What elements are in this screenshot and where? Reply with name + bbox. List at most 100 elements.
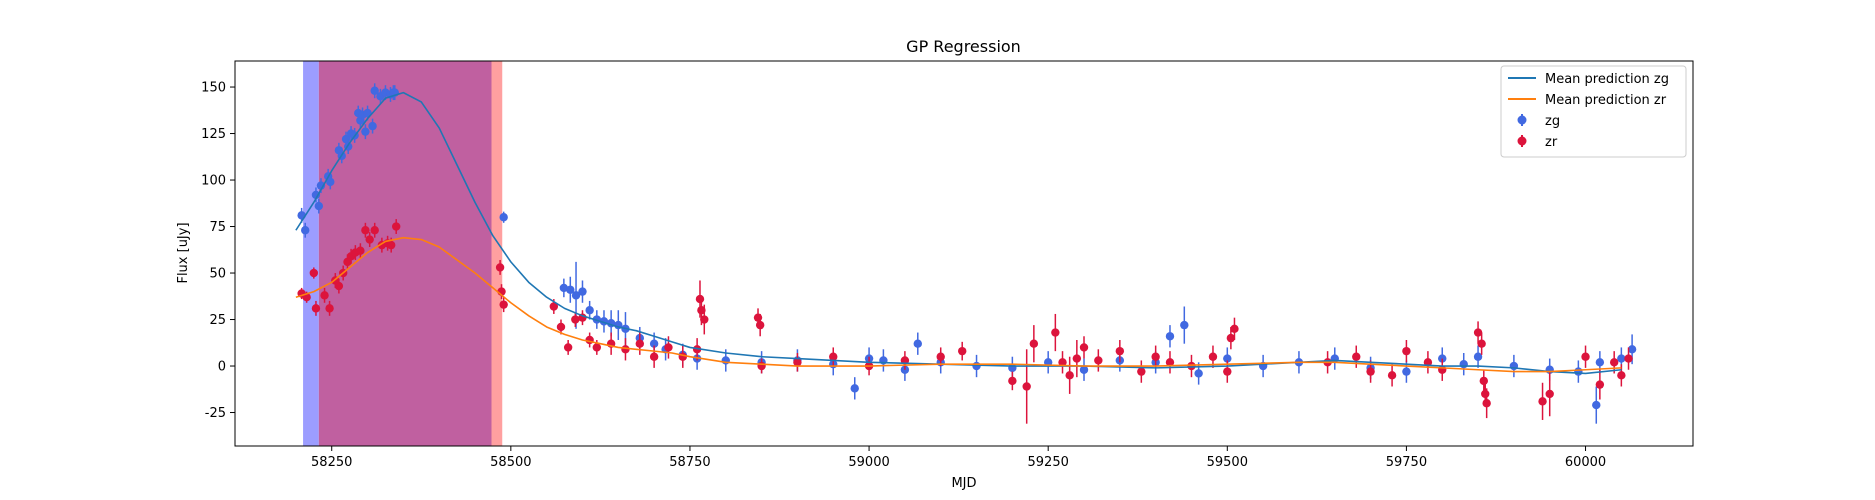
data-point-zr	[1538, 397, 1547, 406]
data-point-zr	[563, 343, 573, 352]
data-point-zr	[635, 339, 645, 348]
data-point-zg	[1223, 354, 1232, 363]
data-point-zr	[1094, 356, 1103, 365]
data-point-zr	[621, 345, 630, 354]
y-tick-label: -25	[205, 406, 226, 421]
legend-swatch-zr-dot	[1517, 136, 1527, 146]
x-tick-label: 59500	[1207, 455, 1248, 470]
data-point-zr	[495, 263, 505, 272]
data-point-zr	[392, 222, 401, 231]
data-point-zr	[549, 302, 559, 311]
chart-title: GP Regression	[906, 37, 1021, 56]
legend-swatch-zg-dot	[1517, 115, 1527, 125]
data-point-zg	[1595, 358, 1605, 367]
data-point-zr	[793, 358, 802, 367]
x-tick-label: 59750	[1386, 455, 1427, 470]
data-point-zg	[361, 127, 370, 136]
data-point-zg	[1592, 400, 1601, 410]
data-point-zg	[370, 86, 379, 95]
data-point-zr	[1482, 399, 1491, 408]
data-point-zr	[1581, 352, 1590, 361]
data-point-zr	[320, 291, 329, 300]
data-point-zg	[850, 384, 859, 393]
data-point-zg	[1402, 367, 1411, 376]
data-point-zr	[1624, 354, 1633, 363]
data-point-zg	[1459, 359, 1468, 369]
data-point-zr	[585, 335, 594, 345]
data-point-zr	[1151, 352, 1160, 361]
data-point-zr	[1165, 358, 1175, 367]
data-point-zg	[559, 283, 569, 293]
data-point-zr	[334, 281, 344, 291]
data-point-zr	[1029, 339, 1039, 348]
legend-label-zg-line: Mean prediction zg	[1545, 72, 1669, 87]
data-point-zg	[1574, 367, 1583, 376]
data-layer	[295, 83, 1637, 424]
plot-frame	[234, 60, 1694, 447]
data-point-zr	[829, 352, 838, 361]
data-point-zg	[1079, 365, 1089, 374]
data-point-zr	[499, 300, 508, 309]
data-point-zr	[592, 343, 602, 352]
data-point-zr	[936, 352, 945, 361]
data-point-zg	[316, 181, 326, 190]
data-point-zr	[325, 304, 334, 313]
data-point-zg	[913, 339, 922, 348]
data-point-zr	[700, 315, 709, 324]
data-point-zg	[571, 291, 581, 300]
data-point-zg	[314, 201, 324, 211]
data-point-zr	[1208, 352, 1218, 361]
data-point-zr	[755, 320, 765, 330]
shaded-regions	[303, 61, 503, 446]
legend-label-zg: zg	[1545, 114, 1560, 129]
data-point-zg	[1617, 354, 1626, 363]
data-point-zr	[753, 313, 763, 322]
data-point-zr	[1223, 367, 1232, 376]
data-point-zg	[301, 226, 310, 235]
data-point-zr	[1065, 371, 1074, 380]
shaded-region-zr-1	[318, 61, 492, 446]
data-point-zr	[1402, 346, 1411, 356]
data-point-zr	[1115, 346, 1125, 356]
x-tick-label: 58750	[669, 455, 710, 470]
legend-label-zr-line: Mean prediction zr	[1545, 93, 1667, 108]
y-tick-label: 50	[209, 267, 226, 282]
data-point-zr	[1479, 376, 1488, 386]
data-point-zr	[556, 322, 566, 332]
data-point-zg	[311, 190, 321, 200]
data-point-zr	[757, 361, 766, 371]
y-tick-label: 150	[201, 81, 226, 96]
legend-box	[1500, 65, 1687, 158]
data-point-zr	[1609, 358, 1619, 367]
data-point-zr	[1473, 328, 1483, 337]
data-point-zr	[571, 315, 580, 324]
data-point-zr	[1230, 324, 1239, 334]
y-tick-label: 25	[209, 313, 226, 328]
data-point-zg	[721, 356, 730, 365]
data-point-zr	[678, 352, 687, 361]
data-point-zr	[1366, 367, 1375, 376]
data-point-zg	[1165, 332, 1175, 341]
shaded-region-zr-2	[491, 61, 503, 446]
data-point-zr	[1477, 339, 1486, 348]
data-point-zg	[1180, 320, 1189, 330]
data-point-zg	[1194, 369, 1203, 378]
data-point-zr	[386, 240, 396, 250]
data-point-zr	[1595, 380, 1605, 389]
legend-label-zr: zr	[1545, 135, 1558, 150]
data-point-zr	[1617, 371, 1626, 380]
data-point-zr	[1481, 389, 1490, 399]
x-tick-label: 59000	[848, 455, 889, 470]
data-point-zr	[697, 306, 706, 315]
data-point-zr	[311, 304, 321, 313]
data-point-zr	[695, 294, 705, 304]
mean-line-1	[295, 236, 1622, 373]
data-point-zr	[1072, 354, 1082, 363]
data-point-zr	[1387, 371, 1397, 380]
data-point-zr	[365, 235, 374, 244]
x-tick-label: 59250	[1028, 455, 1069, 470]
x-tick-label: 60000	[1565, 455, 1606, 470]
x-axis-label: MJD	[951, 476, 976, 491]
data-point-zr	[1226, 333, 1236, 343]
